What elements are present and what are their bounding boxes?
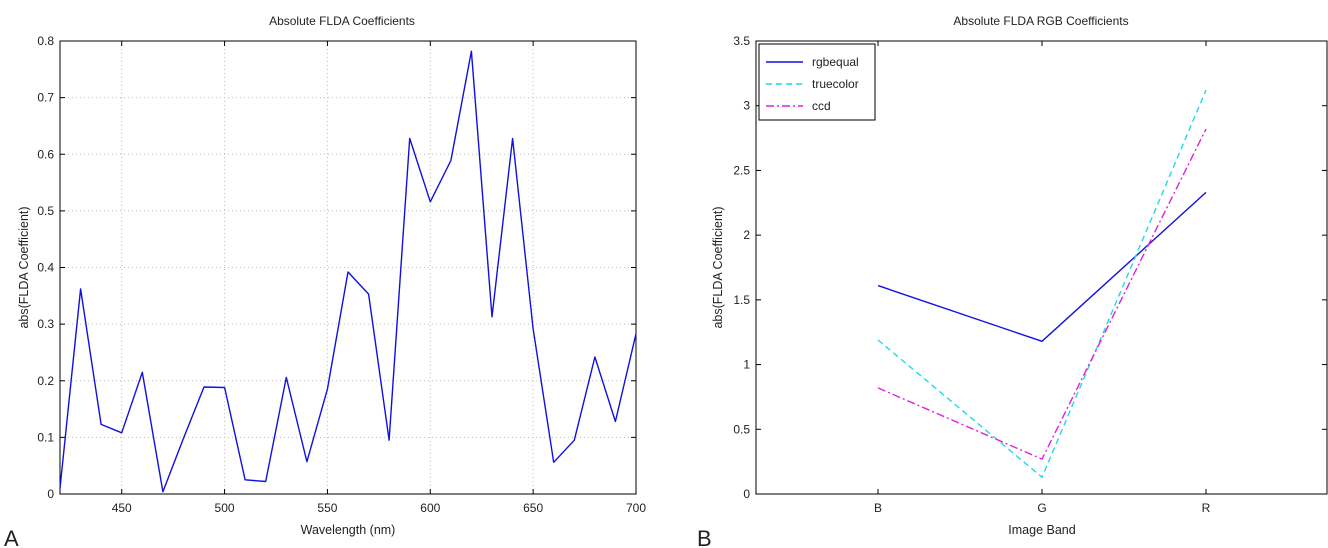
- y-tick-label: 0.5: [37, 204, 54, 218]
- chart-b-series: [877, 89, 1207, 479]
- chart-b: Absolute FLDA RGB Coefficients B G R 0 0.5 1 1…: [697, 14, 1328, 548]
- chart-b-title: Absolute FLDA RGB Coefficients: [953, 14, 1128, 28]
- panel-label-a: A: [4, 526, 19, 548]
- y-tick-label: 0: [743, 487, 750, 501]
- chart-a-ticks: 450 500 550 600 650 700 0 0.1 0.2 0.3 0.4 0.5 0.6 0.7…: [37, 34, 646, 515]
- chart-a-xlabel: Wavelength (nm): [301, 523, 396, 537]
- panel-label-b: B: [697, 526, 712, 548]
- chart-a-series: [59, 50, 637, 493]
- y-tick-label: 0.5: [733, 422, 750, 436]
- x-tick-label: 450: [112, 501, 132, 515]
- chart-b-ticks: B G R 0 0.5 1 1.5 2 2.5 3 3.5: [733, 34, 1327, 515]
- legend-label-ccd: ccd: [812, 99, 831, 113]
- y-tick-label: 2: [743, 228, 750, 242]
- y-tick-label: 2.5: [733, 163, 750, 177]
- y-tick-label: 3.5: [733, 34, 750, 48]
- y-tick-label: 0.1: [37, 430, 54, 444]
- y-tick-label: 3: [743, 99, 750, 113]
- series-line-ccd: [877, 128, 1207, 461]
- y-tick-label: 0.6: [37, 147, 54, 161]
- x-tick-label: 700: [626, 501, 646, 515]
- x-tick-label: G: [1037, 501, 1046, 515]
- legend-box: [758, 43, 876, 121]
- y-tick-label: 0.8: [37, 34, 54, 48]
- chart-a-ylabel: abs(FLDA Coefficient): [17, 206, 31, 328]
- y-tick-label: 0.3: [37, 317, 54, 331]
- x-tick-label: B: [874, 501, 882, 515]
- x-tick-label: R: [1202, 501, 1211, 515]
- chart-b-legend: rgbequal truecolor ccd: [758, 43, 876, 121]
- y-tick-label: 0.7: [37, 91, 54, 105]
- y-tick-label: 0.4: [37, 261, 54, 275]
- legend-label-rgbequal: rgbequal: [812, 55, 859, 69]
- y-tick-label: 0: [47, 487, 54, 501]
- x-tick-label: 600: [420, 501, 440, 515]
- chart-a: Absolute FLDA Coefficients 450 500 550 600 6…: [4, 14, 646, 548]
- y-tick-label: 1.5: [733, 293, 750, 307]
- y-tick-label: 1: [743, 358, 750, 372]
- x-tick-label: 500: [215, 501, 235, 515]
- chart-b-xlabel: Image Band: [1008, 523, 1075, 537]
- y-tick-label: 0.2: [37, 374, 54, 388]
- chart-a-grid: [60, 40, 637, 495]
- chart-a-title: Absolute FLDA Coefficients: [269, 14, 415, 28]
- series-line-truecolor: [877, 89, 1207, 479]
- x-tick-label: 650: [523, 501, 543, 515]
- chart-b-ylabel: abs(FLDA Coefficient): [711, 206, 725, 328]
- legend-label-truecolor: truecolor: [812, 77, 859, 91]
- series-line-rgbequal: [877, 191, 1207, 343]
- x-tick-label: 550: [317, 501, 337, 515]
- series-line: [59, 50, 637, 493]
